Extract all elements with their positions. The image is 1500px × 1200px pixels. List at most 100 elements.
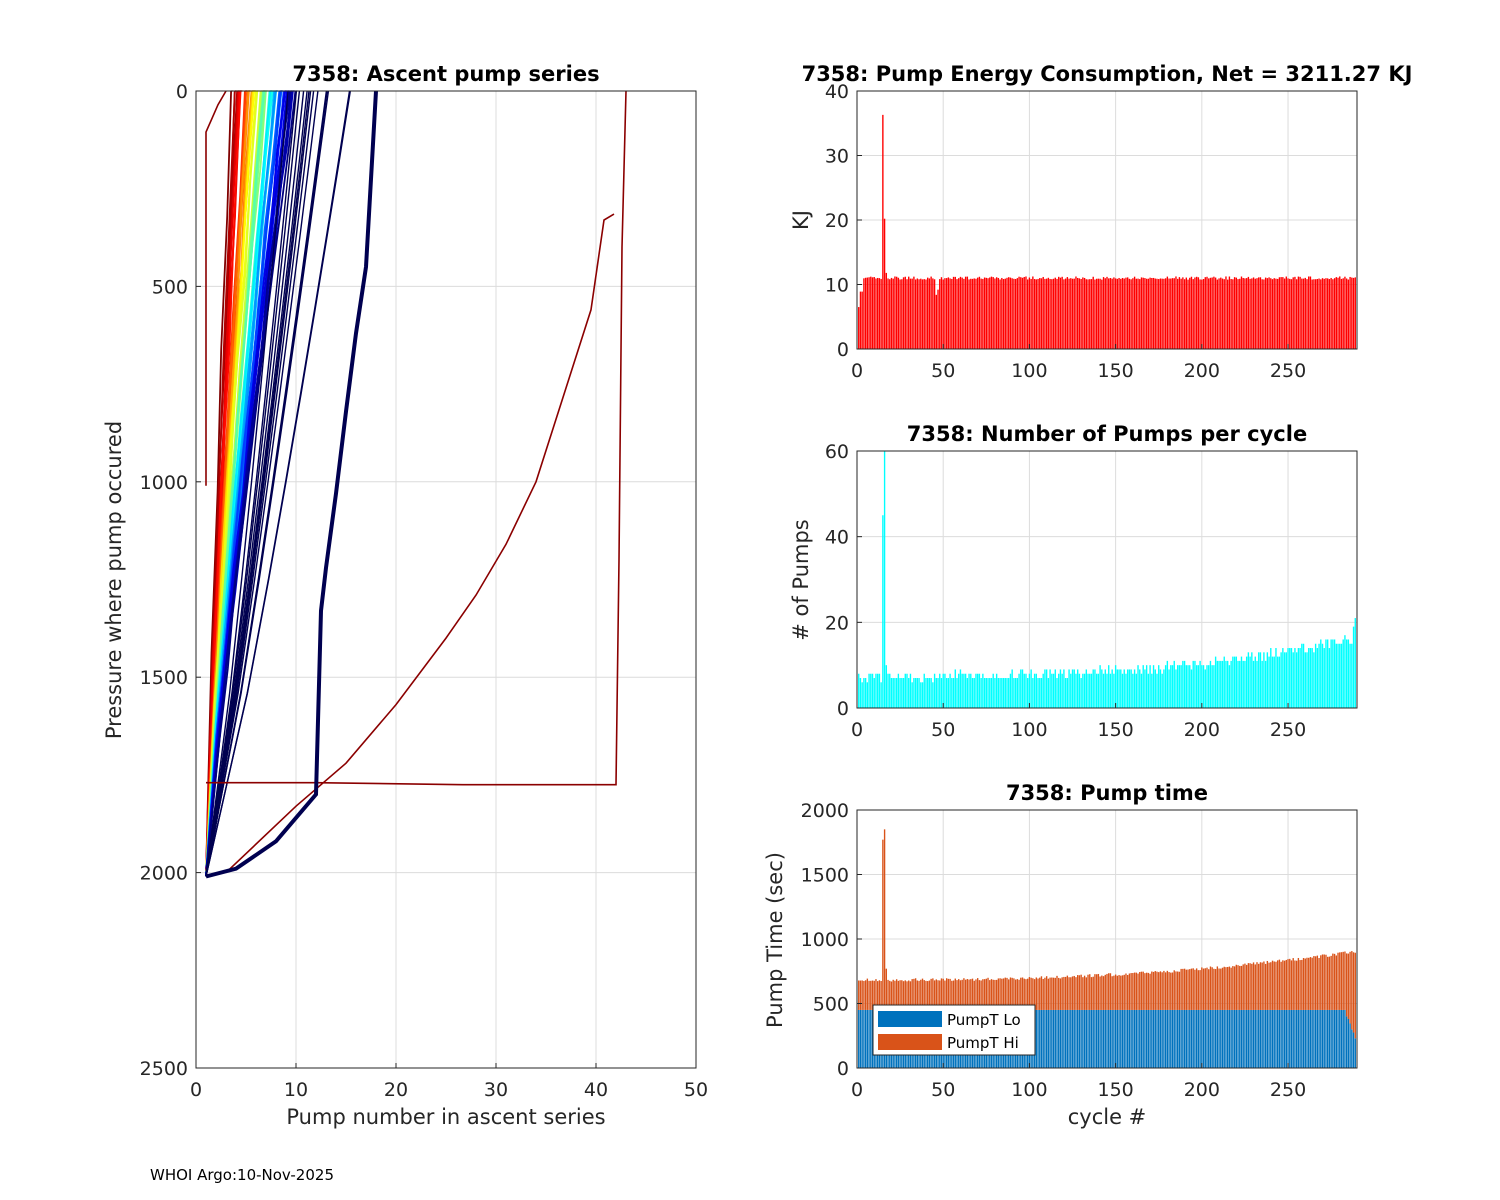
pumps-bar	[868, 673, 870, 708]
pumptime-lo-bar	[1209, 1009, 1212, 1068]
pumps-bar	[1345, 639, 1348, 708]
pumps-bar	[945, 678, 948, 708]
energy-bar	[1066, 277, 1069, 349]
energy-bar	[1244, 278, 1246, 349]
pumps-bar	[1282, 648, 1284, 708]
energy-bar	[1127, 277, 1129, 349]
energy-bar	[1106, 276, 1108, 349]
pumps-bar	[1209, 660, 1212, 708]
pumptime-hi-bar	[1018, 979, 1020, 1010]
pumptime-hi-bar	[868, 980, 870, 1010]
legend-swatch-lo	[878, 1011, 942, 1027]
energy-bar	[1335, 277, 1337, 349]
pumps-bar	[1349, 643, 1351, 708]
pumps-bar	[964, 673, 967, 708]
pumptime-hi-bar	[1135, 972, 1137, 1010]
energy-bar	[928, 278, 931, 349]
pumptime-hi-bar	[875, 979, 877, 1010]
energy-bar	[1223, 279, 1225, 349]
pumps-bar	[1323, 648, 1325, 708]
pumps-bar	[1295, 652, 1298, 708]
pumps-bar	[1185, 665, 1187, 708]
pumptime-hi-bar	[1180, 968, 1182, 1010]
pumps-bar	[1292, 652, 1294, 708]
pumptime-hi-bar	[1013, 978, 1015, 1010]
energy-bar	[1094, 279, 1096, 349]
energy-bar	[1333, 278, 1336, 349]
pumptime-hi-bar	[970, 979, 972, 1010]
pumptime-hi-bar	[1071, 976, 1074, 1010]
pumps-bar	[1027, 678, 1029, 708]
pumps-bar	[1204, 669, 1206, 708]
pumps-bar	[1020, 669, 1022, 708]
pumps-bar	[935, 678, 937, 708]
energy-bar	[902, 277, 905, 349]
pumptime-hi-bar	[1132, 973, 1134, 1010]
pumptime-lo-bar	[1116, 1009, 1119, 1068]
pumptime-lo-bar	[1054, 1009, 1056, 1068]
pumptime-hi-bar	[1354, 952, 1356, 1039]
pumps-x-tick-label: 50	[931, 719, 955, 741]
pumps-bar	[1142, 665, 1144, 708]
pumps-bar	[1195, 665, 1198, 708]
pumps-bar	[1006, 678, 1008, 708]
pumptime-hi-bar	[1159, 971, 1162, 1010]
pumps-bar	[1063, 669, 1065, 708]
pumptime-lo-bar	[1268, 1009, 1270, 1068]
pumptime-lo-bar	[1273, 1009, 1275, 1068]
energy-bar	[1042, 276, 1044, 349]
pumptime-lo-bar	[1059, 1009, 1062, 1068]
pumptime-x-tick-label: 150	[1097, 1079, 1133, 1101]
pumps-axes-box	[856, 450, 1358, 709]
energy-bar	[1047, 277, 1050, 349]
pumps-bar	[1106, 673, 1108, 708]
pumps-bar	[1351, 643, 1353, 708]
energy-bar	[1001, 277, 1003, 349]
pumptime-lo-bar	[1213, 1009, 1215, 1068]
pumptime-lo-bar	[1327, 1009, 1329, 1068]
pumps-bar	[1070, 673, 1072, 708]
pumptime-lo-bar	[1037, 1009, 1039, 1068]
pumptime-lo-bar	[1214, 1009, 1217, 1068]
pumptime-lo-bar	[1159, 1009, 1162, 1068]
pumps-bar	[1216, 660, 1219, 708]
ascent-cycle-line	[205, 90, 286, 877]
pumps-bar	[1102, 673, 1105, 708]
pumptime-hi-bar	[1082, 977, 1084, 1010]
pumptime-hi-bar	[1323, 954, 1325, 1010]
pumps-bar	[1182, 660, 1184, 708]
pumptime-hi-bar	[1066, 975, 1069, 1010]
energy-bar	[1189, 277, 1191, 349]
pumptime-lo-bar	[1311, 1009, 1313, 1068]
pumptime-hi-bar	[1123, 974, 1125, 1010]
pumptime-lo-bar	[1342, 1009, 1344, 1068]
pumps-bar	[892, 678, 894, 708]
energy-bar	[1156, 278, 1158, 349]
ascent-cycle-line	[205, 90, 297, 877]
pumptime-hi-bar	[995, 979, 998, 1010]
pumptime-lo-bar	[1078, 1009, 1081, 1068]
pumptime-hi-bar	[999, 978, 1001, 1010]
pumps-bar	[1259, 652, 1262, 708]
energy-x-tick-label: 150	[1097, 360, 1133, 382]
pumps-bars	[858, 451, 1356, 708]
pumptime-lo-bar	[1104, 1009, 1106, 1068]
energy-bar	[1021, 277, 1024, 349]
pumptime-hi-bar	[1068, 977, 1070, 1010]
pumptime-lo-bar	[1220, 1009, 1222, 1068]
pumps-bar	[1163, 669, 1165, 708]
pumps-bar	[1035, 673, 1037, 708]
energy-bar	[1149, 277, 1151, 349]
pumptime-hi-bar	[1197, 970, 1200, 1010]
pumptime-lo-bar	[1192, 1009, 1194, 1068]
pumptime-hi-bar	[1151, 971, 1153, 1010]
pumps-bar	[930, 678, 932, 708]
pumps-bar	[1114, 665, 1117, 708]
pumptime-hi-bar	[1137, 973, 1139, 1010]
pumps-grid	[856, 450, 1357, 709]
pumptime-hi-bar	[1278, 959, 1281, 1010]
pumptime-hi-bar	[1090, 977, 1093, 1010]
pumptime-hi-bar	[994, 979, 996, 1010]
energy-bar	[1006, 277, 1008, 349]
pumptime-hi-bar	[1113, 975, 1115, 1010]
